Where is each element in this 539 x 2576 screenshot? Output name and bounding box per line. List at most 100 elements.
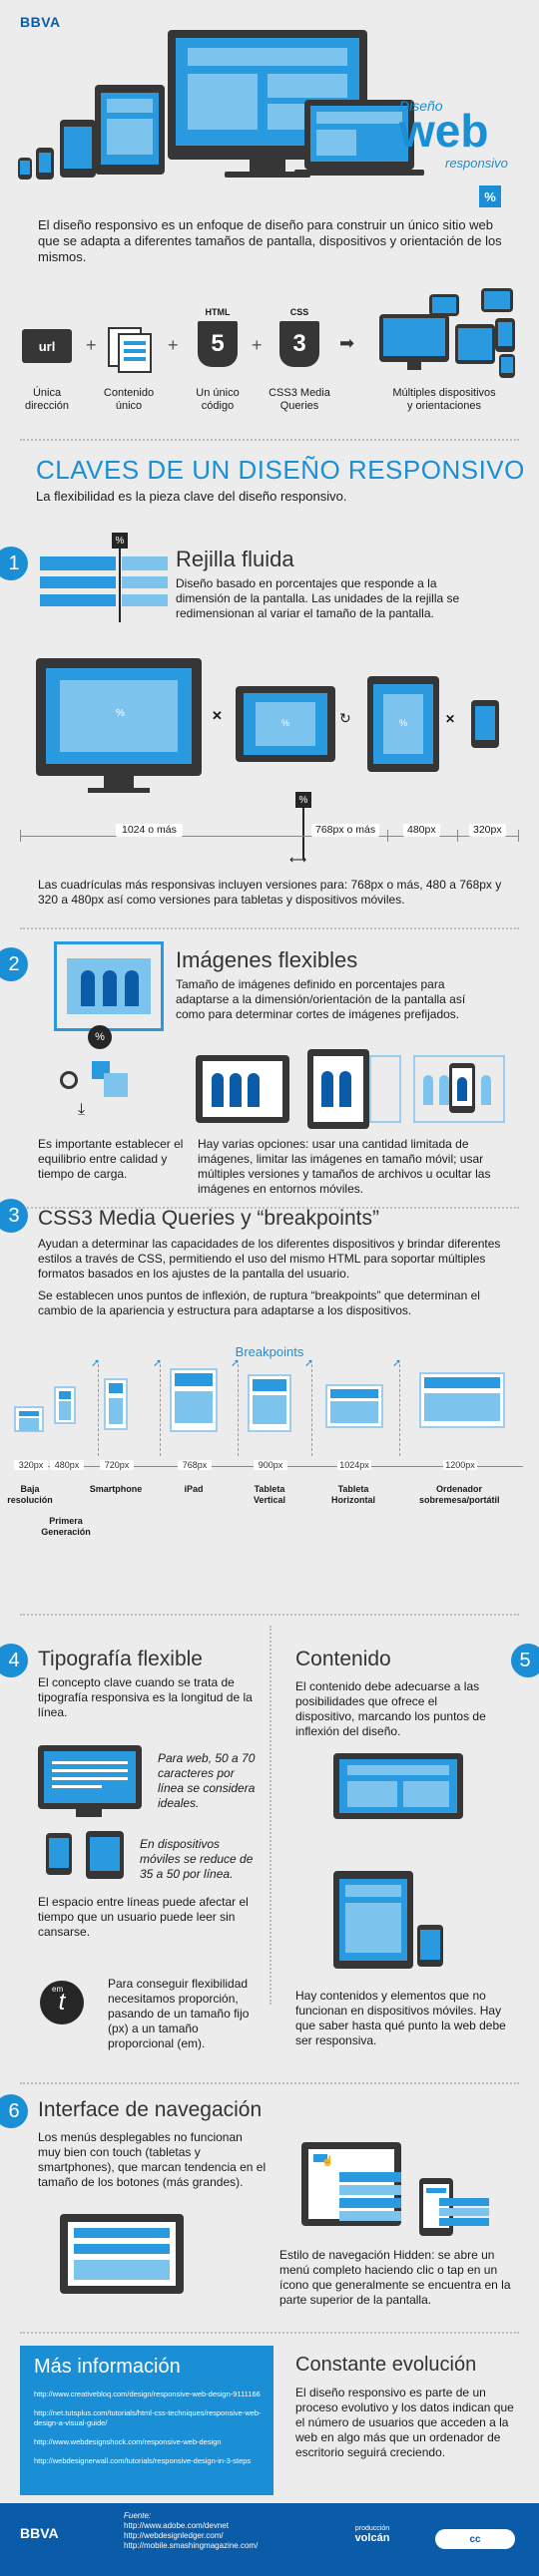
breakpoint-label: iPad xyxy=(184,1484,204,1494)
monitor-icon xyxy=(168,30,367,160)
s3-p2: Se establecen unos puntos de inflexión, … xyxy=(38,1288,480,1317)
breakpoint-label: Tableta Vertical xyxy=(253,1484,286,1505)
s1-title: Rejilla fluida xyxy=(176,547,294,571)
css3-icon: 3 xyxy=(279,321,319,367)
breakpoint-px: 480px xyxy=(50,1460,84,1470)
s4-web-note: Para web, 50 a 70 caracteres por línea s… xyxy=(158,1751,256,1810)
scale-1024: 1024 o más xyxy=(116,824,183,837)
tablet-nav-icon xyxy=(60,2214,184,2294)
intro-text: El diseño responsivo es un enfoque de di… xyxy=(38,217,502,264)
s2-title: Imágenes flexibles xyxy=(176,947,358,972)
s4-p3: Para conseguir flexibilidad necesitamos … xyxy=(108,1977,250,2050)
evolution-title: Constante evolución xyxy=(295,2354,477,2376)
dropdown-menu-icon xyxy=(339,2172,401,2222)
tablet-landscape-icon: % xyxy=(236,686,335,762)
multi-device-icon xyxy=(369,284,519,379)
breakpoint-arrow-icon: ➚ xyxy=(91,1357,101,1369)
laptop-icon xyxy=(304,100,414,170)
source-link[interactable]: http://www.adobe.com/devnet xyxy=(124,2521,229,2530)
s4-title: Tipografía flexible xyxy=(38,1648,203,1670)
breakpoint-arrow-icon: ➚ xyxy=(392,1357,402,1369)
source-link[interactable]: http://mobile.smashingmagazine.com/ xyxy=(124,2541,259,2550)
divider xyxy=(20,1207,519,1209)
clock-icon xyxy=(60,1071,78,1089)
scale-480: 480px xyxy=(403,824,440,837)
info-link[interactable]: http://www.creativebloq.com/design/respo… xyxy=(34,2390,261,2398)
fluid-grid-illustration: % xyxy=(40,533,170,622)
footer-bbva-logo: BBVA xyxy=(20,2525,59,2541)
phone-image-icon xyxy=(413,1055,505,1123)
s3-p1: Ayudan a determinar las capacidades de l… xyxy=(38,1237,501,1281)
breakpoint-px: 768px xyxy=(178,1460,212,1470)
source-link[interactable]: http://webdesignledger.com/ xyxy=(124,2531,224,2540)
breakpoint-label: Tableta Horizontal xyxy=(331,1484,375,1505)
tiny-phone-icon xyxy=(18,158,32,180)
eq-label-css: CSS3 Media Queries xyxy=(269,387,330,412)
header: BBVA Diseño web responsivo % xyxy=(0,0,539,207)
s1-text: Diseño basado en porcentajes que respond… xyxy=(176,576,460,620)
title-sub: responsivo xyxy=(445,156,508,171)
breakpoint-px: 720px xyxy=(100,1460,134,1470)
s4-p2: El espacio entre líneas puede afectar el… xyxy=(38,1895,249,1939)
phone-text-icon xyxy=(86,1831,124,1879)
s5-title: Contenido xyxy=(295,1648,391,1670)
breakpoint-label: Ordenador sobremesa/portátil xyxy=(419,1484,500,1505)
bbva-logo: BBVA xyxy=(20,14,61,30)
breakpoint-divider xyxy=(238,1364,239,1456)
s2-right-note: Hay varias opciones: usar una cantidad l… xyxy=(198,1137,491,1196)
eq-label-url: Única dirección xyxy=(24,387,70,412)
percent-badge-icon: % xyxy=(479,185,501,207)
tablet-image-icon xyxy=(196,1055,289,1123)
percent-icon: % xyxy=(112,533,128,549)
s2-left-note: Es importante establecer el equilibrio e… xyxy=(38,1137,184,1181)
html-label: HTML xyxy=(205,307,231,317)
scale-320: 320px xyxy=(469,824,506,837)
breakpoint-label: Primera Generación xyxy=(41,1516,91,1537)
footer: BBVA Fuente: http://www.adobe.com/devnet… xyxy=(0,2503,539,2576)
breakpoint-divider xyxy=(399,1364,400,1456)
monitor-text-icon xyxy=(38,1745,142,1809)
breakpoint-px: 1200px xyxy=(443,1460,477,1470)
creative-commons-icon: cc xyxy=(435,2529,515,2549)
source-label: Fuente: xyxy=(124,2511,152,2520)
s6-title: Interface de navegación xyxy=(38,2098,263,2121)
claves-subtitle: La flexibilidad es la pieza clave del di… xyxy=(36,489,347,504)
section-number-5: 5 xyxy=(511,1644,539,1677)
volcan-logo: producción volcán xyxy=(354,2525,390,2544)
percent-icon: % xyxy=(88,1025,112,1049)
tablet-portrait-icon: % xyxy=(367,676,439,772)
phone-icon xyxy=(60,120,96,178)
claves-title: CLAVES DE UN DISEÑO RESPONSIVO xyxy=(36,455,525,485)
breakpoint-divider xyxy=(98,1364,99,1456)
breakpoint-px: 320px xyxy=(14,1460,48,1470)
info-link[interactable]: http://www.webdesignshock.com/responsive… xyxy=(34,2437,222,2446)
rotate-icon: ↻ xyxy=(339,710,351,726)
breakpoint-px: 900px xyxy=(254,1460,287,1470)
divider xyxy=(20,439,519,441)
s1-note: Las cuadrículas más responsivas incluyen… xyxy=(38,878,502,907)
more-info-panel: Más información http://www.creativebloq.… xyxy=(20,2346,273,2495)
content-icon xyxy=(108,327,154,373)
resize-arrows-icon: ⟷ xyxy=(289,853,307,867)
eq-label-devices: Múltiples dispositivos y orientaciones xyxy=(392,387,496,412)
equation: url Única dirección + Contenido único + … xyxy=(0,279,539,429)
s4-mobile-note: En dispositivos móviles se reduce de 35 … xyxy=(140,1837,254,1881)
laptop-base xyxy=(294,170,424,176)
breakpoint-device-icon xyxy=(54,1386,76,1424)
monitor-stand xyxy=(250,160,285,174)
s3-title: CSS3 Media Queries y “breakpoints” xyxy=(38,1207,379,1230)
title-main: web xyxy=(399,105,489,157)
info-link[interactable]: http://webdesignerwall.com/tutorials/res… xyxy=(34,2456,252,2465)
breakpoint-px: 1024px xyxy=(337,1460,371,1470)
info-link[interactable]: http://net.tutsplus.com/tutorials/html-c… xyxy=(34,2408,262,2427)
download-icon: ⤓ xyxy=(78,1101,86,1118)
s4-p1: El concepto clave cuando se trata de tip… xyxy=(38,1675,253,1719)
section-number-3: 3 xyxy=(0,1199,28,1233)
tablet-icon xyxy=(95,85,165,175)
s2-text: Tamaño de imágenes definido en porcentaj… xyxy=(176,977,466,1021)
breakpoint-arrow-icon: ➚ xyxy=(153,1357,163,1369)
phone-320-icon xyxy=(471,700,499,748)
small-phone-icon xyxy=(36,148,54,180)
breakpoint-divider xyxy=(311,1364,312,1456)
breakpoint-label: Baja resolución xyxy=(7,1484,53,1505)
